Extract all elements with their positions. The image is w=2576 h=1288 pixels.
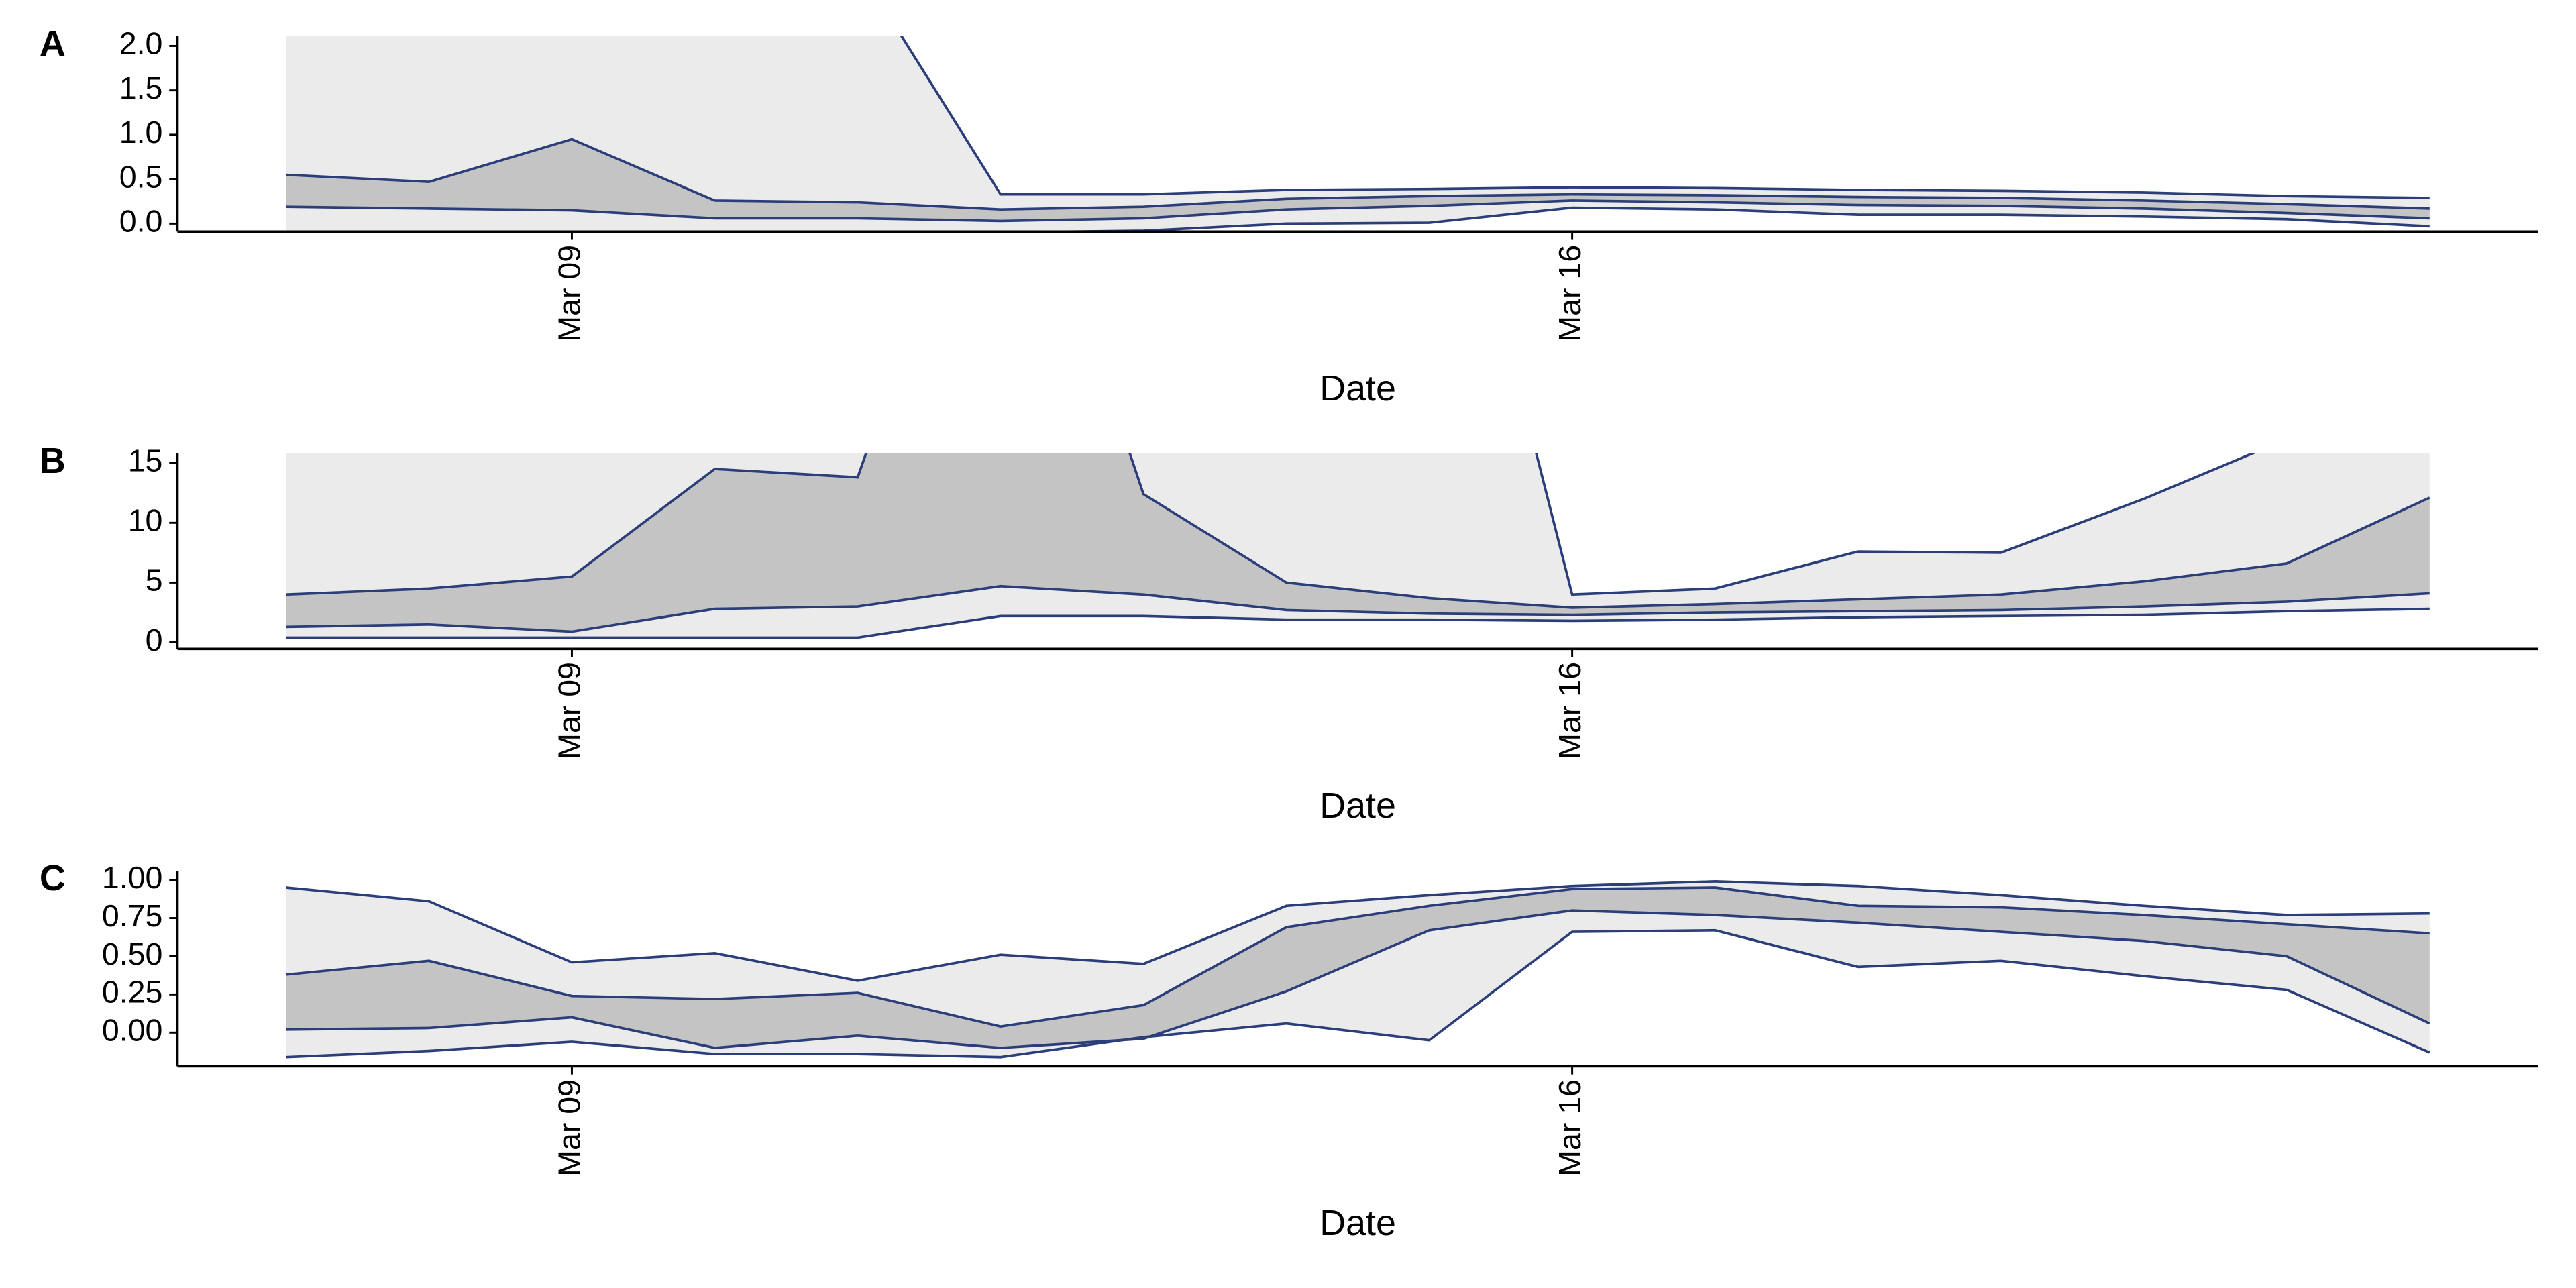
x-tick-label: Mar 16 — [1552, 1079, 1587, 1177]
band-line — [286, 909, 2430, 1049]
panel-tag: C — [40, 858, 66, 898]
x-axis-title: Date — [1320, 368, 1396, 409]
x-tick-label: Mar 09 — [552, 1079, 587, 1177]
plot-area — [286, 453, 2430, 639]
band-area — [286, 36, 2430, 232]
band-line — [1535, 453, 2256, 596]
panel: 0 5 10 15 Mar 09 Mar 16 Date B — [40, 441, 2538, 826]
band-line — [900, 36, 2430, 199]
band-area — [286, 139, 2430, 221]
plot-area — [286, 36, 2430, 232]
x-tick-label: Mar 09 — [552, 662, 587, 759]
x-tick-label: Mar 16 — [1552, 245, 1587, 342]
y-tick-label: 0.25 — [102, 975, 163, 1010]
panel: 0.0 0.5 1.0 1.5 2.0 Mar 09 Mar 16 Date A — [40, 23, 2538, 409]
y-tick-label: 0.5 — [119, 159, 163, 194]
band-area — [286, 453, 2430, 632]
y-tick-label: 5 — [146, 563, 163, 598]
y-tick-label: 1.00 — [102, 860, 163, 895]
y-tick-label: 2.0 — [119, 26, 163, 61]
band-line — [286, 886, 2430, 1028]
panel-tag: A — [40, 23, 66, 64]
y-tick-label: 0.0 — [119, 204, 163, 239]
x-axis-title: Date — [1320, 1203, 1396, 1243]
y-tick-label: 10 — [128, 503, 163, 538]
y-tick-label: 1.5 — [119, 70, 163, 105]
band-line — [286, 206, 2430, 232]
band-line — [286, 453, 2430, 609]
x-tick-label: Mar 16 — [1552, 662, 1587, 759]
band-area — [286, 888, 2430, 1049]
band-line — [286, 138, 2430, 211]
panel: 0.000.25 0.500.751.00 Mar 09 Mar 16 Date C — [40, 858, 2538, 1243]
y-tick-label: 1.0 — [119, 115, 163, 150]
band-line — [286, 607, 2430, 639]
y-tick-label: 15 — [128, 443, 163, 478]
y-tick-label: 0 — [146, 623, 163, 657]
y-tick-label: 0.75 — [102, 898, 163, 933]
band-line — [286, 199, 2430, 223]
band-line — [286, 584, 2430, 633]
y-tick-label: 0.50 — [102, 936, 163, 971]
y-tick-label: 0.00 — [102, 1013, 163, 1048]
x-axis-title: Date — [1320, 786, 1396, 826]
band-line — [286, 928, 2430, 1059]
x-tick-label: Mar 09 — [552, 245, 587, 342]
plot-area — [286, 880, 2430, 1059]
band-line — [286, 880, 2430, 982]
panel-tag: B — [40, 441, 66, 481]
